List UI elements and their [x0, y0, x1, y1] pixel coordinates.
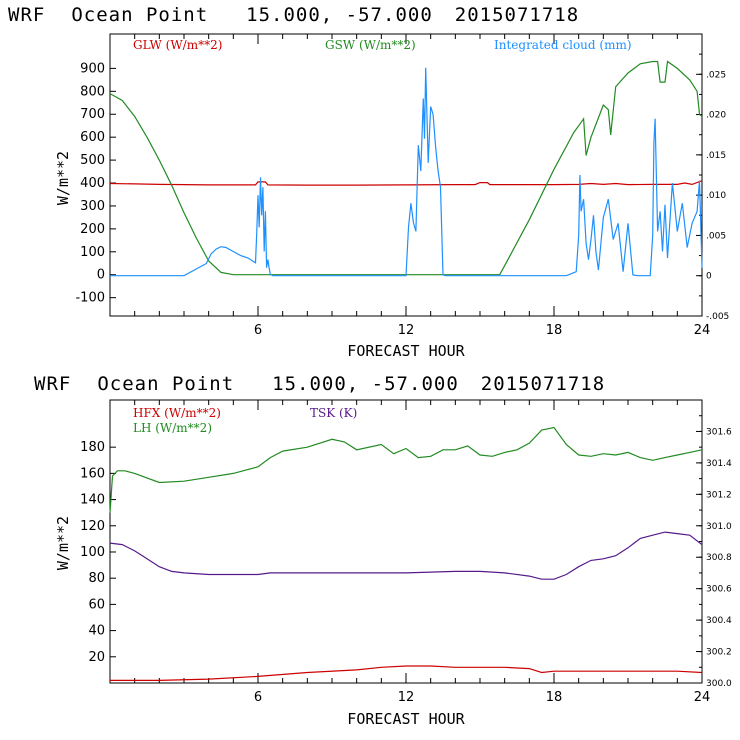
- legend-lh: LH (W/m**2): [133, 421, 212, 435]
- series-line-hfx: [110, 665, 703, 682]
- y-tick-label: 100: [80, 545, 105, 560]
- right-tick-label: .025: [706, 70, 726, 80]
- y-tick-label: 0: [97, 268, 105, 283]
- right-tick-label: .020: [706, 111, 726, 121]
- legend-glw: GLW (W/m**2): [133, 38, 222, 52]
- right-tick-label: 0: [706, 272, 712, 282]
- right-tick-label: .005: [706, 231, 726, 241]
- right-tick-label: .010: [706, 191, 726, 201]
- y-tick-label: 120: [80, 519, 105, 534]
- header-init-time: 2015071718: [455, 4, 579, 26]
- series-line-tsk: [109, 531, 703, 580]
- right-tick-label: 301.4: [706, 459, 732, 469]
- flux-chart: WRF Ocean Point 15.000, -57.000 2015071718 …: [34, 373, 732, 728]
- right-tick-label: 301.0: [706, 522, 732, 532]
- header-init-time: 2015071718: [481, 373, 605, 395]
- right-tick-label: 300.4: [706, 616, 732, 626]
- y-tick-label: 800: [80, 84, 105, 99]
- x-axis-label: FORECAST HOUR: [347, 342, 465, 360]
- chart-header: WRF Ocean Point 15.000, -57.000 2015071718: [8, 4, 579, 26]
- y-tick-label: 400: [80, 176, 105, 191]
- series-line-gsw: [109, 60, 703, 276]
- right-tick-label: 300.0: [706, 679, 732, 689]
- y-tick-label: 60: [88, 597, 105, 612]
- x-axis-label: FORECAST HOUR: [347, 710, 465, 728]
- header-location: Ocean Point: [97, 373, 234, 395]
- x-tick-label: 6: [254, 323, 262, 338]
- header-model: WRF: [8, 4, 45, 26]
- header-location: Ocean Point: [71, 4, 208, 26]
- y-tick-label: 40: [88, 624, 105, 639]
- right-tick-label: 300.8: [706, 553, 732, 563]
- y-axis-label: W/m**2: [54, 516, 72, 570]
- right-tick-label: -.005: [706, 312, 729, 322]
- y-axis-label: W/m**2: [54, 151, 72, 205]
- series-line-glw: [109, 180, 703, 186]
- x-tick-label: 24: [694, 690, 711, 705]
- y-tick-label: 140: [80, 493, 105, 508]
- y-tick-label: 700: [80, 107, 105, 122]
- right-tick-label: 301.6: [706, 427, 732, 437]
- x-tick-label: 18: [546, 690, 563, 705]
- legend-tsk: TSK (K): [310, 406, 357, 420]
- y-tick-label: 20: [88, 650, 105, 665]
- right-tick-label: 300.2: [706, 648, 732, 658]
- x-tick-label: 24: [694, 323, 711, 338]
- right-tick-label: 301.2: [706, 490, 732, 500]
- legend-gsw: GSW (W/m**2): [325, 38, 416, 52]
- legend-cloud: Integrated cloud (mm): [494, 38, 632, 52]
- plot-frame: [109, 399, 703, 684]
- x-tick-label: 12: [398, 690, 415, 705]
- header-coords: 15.000, -57.000: [272, 373, 459, 395]
- y-tick-label: 500: [80, 153, 105, 168]
- right-tick-label: 300.6: [706, 585, 732, 595]
- header-model: WRF: [34, 373, 71, 395]
- x-tick-label: 18: [546, 323, 563, 338]
- y-tick-label: 900: [80, 61, 105, 76]
- chart-header: WRF Ocean Point 15.000, -57.000 2015071718: [34, 373, 605, 395]
- series-line-lh: [109, 426, 703, 513]
- x-tick-label: 12: [398, 323, 415, 338]
- y-tick-label: 180: [80, 440, 105, 455]
- x-tick-label: 6: [254, 690, 262, 705]
- y-tick-label: 200: [80, 222, 105, 237]
- y-tick-label: -100: [75, 291, 105, 306]
- legend-hfx: HFX (W/m**2): [133, 406, 221, 420]
- right-tick-label: .015: [706, 151, 726, 161]
- header-coords: 15.000, -57.000: [246, 4, 433, 26]
- y-tick-label: 300: [80, 199, 105, 214]
- y-tick-label: 80: [88, 571, 105, 586]
- y-tick-label: 100: [80, 245, 105, 260]
- radiation-chart: WRF Ocean Point 15.000, -57.000 2015071718 …: [8, 4, 729, 360]
- y-tick-label: 600: [80, 130, 105, 145]
- y-tick-label: 160: [80, 466, 105, 481]
- series-line-integrated: [110, 67, 703, 277]
